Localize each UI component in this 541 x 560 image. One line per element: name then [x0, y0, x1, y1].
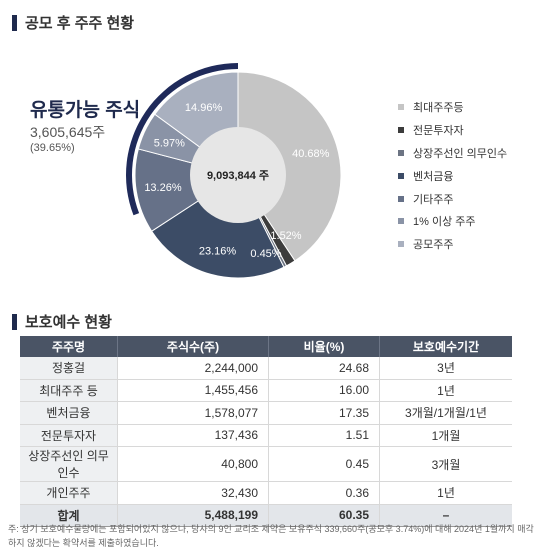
legend-item: 벤처금융	[398, 164, 507, 187]
footnote: 주: 상기 보호예수물량에는 포함되어있지 않으나, 당사의 9인 교리조 제약…	[8, 524, 534, 548]
table-header-row: 주주명 주식수(주) 비율(%) 보호예수기간	[20, 336, 512, 357]
legend-item: 1% 이상 주주	[398, 210, 507, 233]
cell-period: 1년	[379, 379, 512, 402]
title-bar	[12, 313, 17, 330]
center-total-label: 9,093,844 주	[207, 169, 269, 182]
cell-ratio: 0.45	[268, 446, 380, 482]
cell-name: 최대주주 등	[20, 379, 118, 402]
cell-period: 1개월	[379, 424, 512, 447]
table-row: 상장주선인 의무인수 40,800 0.45 3개월	[20, 446, 512, 482]
cell-ratio: 60.35	[268, 504, 380, 527]
cell-shares: 32,430	[117, 481, 269, 505]
legend-label: 기타주주	[413, 193, 454, 206]
legend-item: 공모주주	[398, 233, 507, 256]
cell-ratio: 16.00	[268, 379, 380, 402]
slice-label: 5.97%	[154, 137, 185, 149]
cell-shares: 40,800	[117, 446, 269, 482]
cell-name: 정홍걸	[20, 357, 118, 380]
legend-swatch	[398, 172, 404, 179]
table-row: 최대주주 등 1,455,456 16.00 1년	[20, 379, 512, 402]
cell-shares: 5,488,199	[117, 504, 269, 527]
cell-period: 3년	[379, 357, 512, 380]
cell-shares: 1,578,077	[117, 401, 269, 425]
floating-shares-percent: (39.65%)	[30, 142, 75, 154]
floating-shares-title: 유통가능 주식	[30, 100, 141, 121]
legend-item: 전문투자자	[398, 119, 507, 142]
floating-shares-count: 3,605,645주	[30, 124, 106, 140]
legend-swatch	[398, 218, 404, 225]
legend-swatch	[398, 149, 404, 156]
cell-period: –	[379, 504, 512, 527]
cell-period: 3개월	[379, 446, 512, 482]
legend-swatch	[398, 195, 404, 202]
cell-name: 상장주선인 의무인수	[20, 446, 118, 482]
section-title-text: 공모 후 주주 현황	[25, 15, 135, 32]
header-name: 주주명	[20, 336, 118, 357]
cell-name: 전문투자자	[20, 424, 118, 447]
slice-label: 23.16%	[199, 245, 237, 257]
slice-label: 14.96%	[185, 102, 223, 114]
slice-label: 0.45%	[250, 248, 281, 260]
legend-item: 상장주선인 의무인수	[398, 142, 507, 165]
accent-arc	[125, 63, 238, 216]
cell-name: 개인주주	[20, 481, 118, 505]
shareholder-pie-chart: 40.68%1.52%0.45%23.16%13.26%5.97%14.96% …	[125, 63, 342, 279]
legend-label: 전문투자자	[413, 125, 464, 138]
section-title-lockup: 보호예수 현황	[12, 311, 112, 332]
lockup-table: 주주명 주식수(주) 비율(%) 보호예수기간 정홍걸 2,244,000 24.6…	[20, 336, 512, 527]
section-title-shareholders: 공모 후 주주 현황	[12, 12, 134, 33]
cell-name: 합계	[20, 504, 118, 527]
legend-label: 1% 이상 주주	[413, 216, 476, 229]
pie-slice-labels: 40.68% 1.52% 0.45% 23.16% 13.26% 5.97% 14.96%	[144, 102, 329, 260]
table-row: 전문투자자 137,436 1.51 1개월	[20, 424, 512, 447]
table-total-row: 합계 5,488,199 60.35–	[20, 504, 512, 527]
legend-swatch	[398, 104, 404, 111]
table-body: 정홍걸 2,244,000 24.68 3년 최대주주 등 1,455,456 16.00 1…	[20, 357, 512, 527]
cell-name: 벤처금융	[20, 401, 118, 425]
legend-label: 최대주주등	[413, 102, 464, 115]
floating-shares-accent-arc	[125, 63, 238, 216]
header-ratio: 비율(%)	[268, 336, 380, 357]
pie-slice	[151, 174, 285, 279]
header-period: 보호예수기간	[379, 336, 512, 357]
slice-label: 13.26%	[144, 182, 182, 194]
legend-label: 공모주주	[413, 239, 454, 252]
legend-label: 상장주선인 의무인수	[413, 147, 508, 160]
table-row: 개인주주 32,430 0.36 1년	[20, 481, 512, 505]
legend-item: 최대주주등	[398, 96, 507, 119]
cell-shares: 2,244,000	[117, 357, 269, 380]
cell-ratio: 24.68	[268, 357, 380, 380]
cell-ratio: 17.35	[268, 401, 380, 425]
section-title-text: 보호예수 현황	[25, 314, 112, 331]
slice-label: 40.68%	[292, 148, 330, 160]
table-row: 정홍걸 2,244,000 24.68 3년	[20, 357, 512, 380]
cell-shares: 1,455,456	[117, 379, 269, 402]
cell-ratio: 1.51	[268, 424, 380, 447]
legend-label: 벤처금융	[413, 170, 454, 183]
cell-ratio: 0.36	[268, 481, 380, 505]
cell-period: 1년	[379, 481, 512, 505]
title-bar	[12, 14, 17, 31]
cell-shares: 137,436	[117, 424, 269, 447]
legend-swatch	[398, 127, 404, 134]
table-row: 벤처금융 1,578,077 17.35 3개월/1개월/1년	[20, 401, 512, 425]
cell-period: 3개월/1개월/1년	[379, 401, 512, 425]
legend-swatch	[398, 241, 404, 248]
header-shares: 주식수(주)	[117, 336, 269, 357]
donut-center	[190, 127, 286, 223]
slice-label: 1.52%	[270, 230, 301, 242]
legend-item: 기타주주	[398, 187, 507, 210]
